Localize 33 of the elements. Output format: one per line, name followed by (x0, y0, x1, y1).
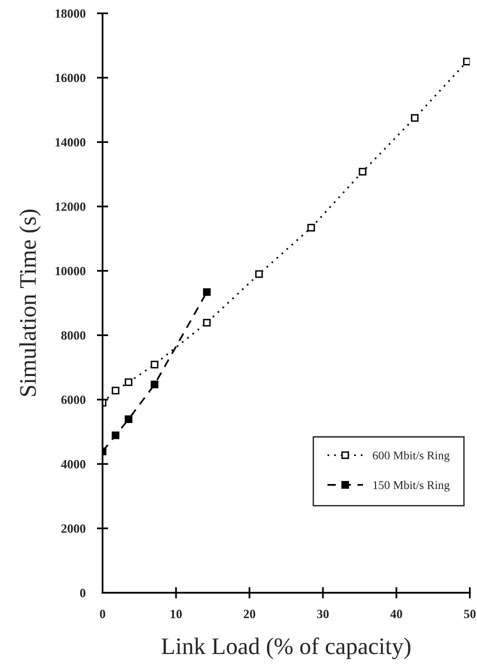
y-tick-label: 16000 (56, 74, 86, 82)
y-tick-label: 6000 (61, 396, 86, 404)
y-tick-label: 12000 (56, 202, 86, 211)
point (124, 378, 132, 386)
x-tick-label: 40 (390, 610, 402, 618)
y-tick-label: 18000 (56, 9, 86, 18)
point (307, 224, 315, 232)
x-tick-label: 50 (464, 610, 476, 618)
x-tick-label: 30 (317, 610, 329, 618)
point (358, 168, 366, 176)
x-tick-label: 10 (170, 610, 182, 618)
y-tick-label: 14000 (56, 138, 86, 147)
point (255, 270, 263, 278)
y-tick-label: 8000 (61, 331, 86, 340)
point (410, 114, 419, 122)
x-axis-title: Link Load (% of capacity) (162, 637, 410, 660)
x-tick-label: 20 (244, 610, 256, 618)
y-axis-title: Simulation Time (s) (19, 210, 41, 396)
point (150, 380, 158, 388)
point (463, 58, 470, 66)
point (203, 288, 211, 296)
point (150, 360, 158, 368)
point (112, 386, 120, 394)
x-tick-label: 0 (100, 610, 106, 618)
y-tick-label: 2000 (61, 524, 86, 533)
y-tick-label: 4000 (61, 460, 86, 468)
y-tick-label: 10000 (56, 266, 86, 276)
legend-label: 600 Mbit/s Ring (372, 451, 450, 462)
y-tick-label: 0 (80, 588, 86, 598)
point (124, 415, 132, 424)
point (203, 318, 211, 326)
legend-label: 150 Mbit/s Ring (373, 480, 450, 492)
point (112, 432, 120, 440)
